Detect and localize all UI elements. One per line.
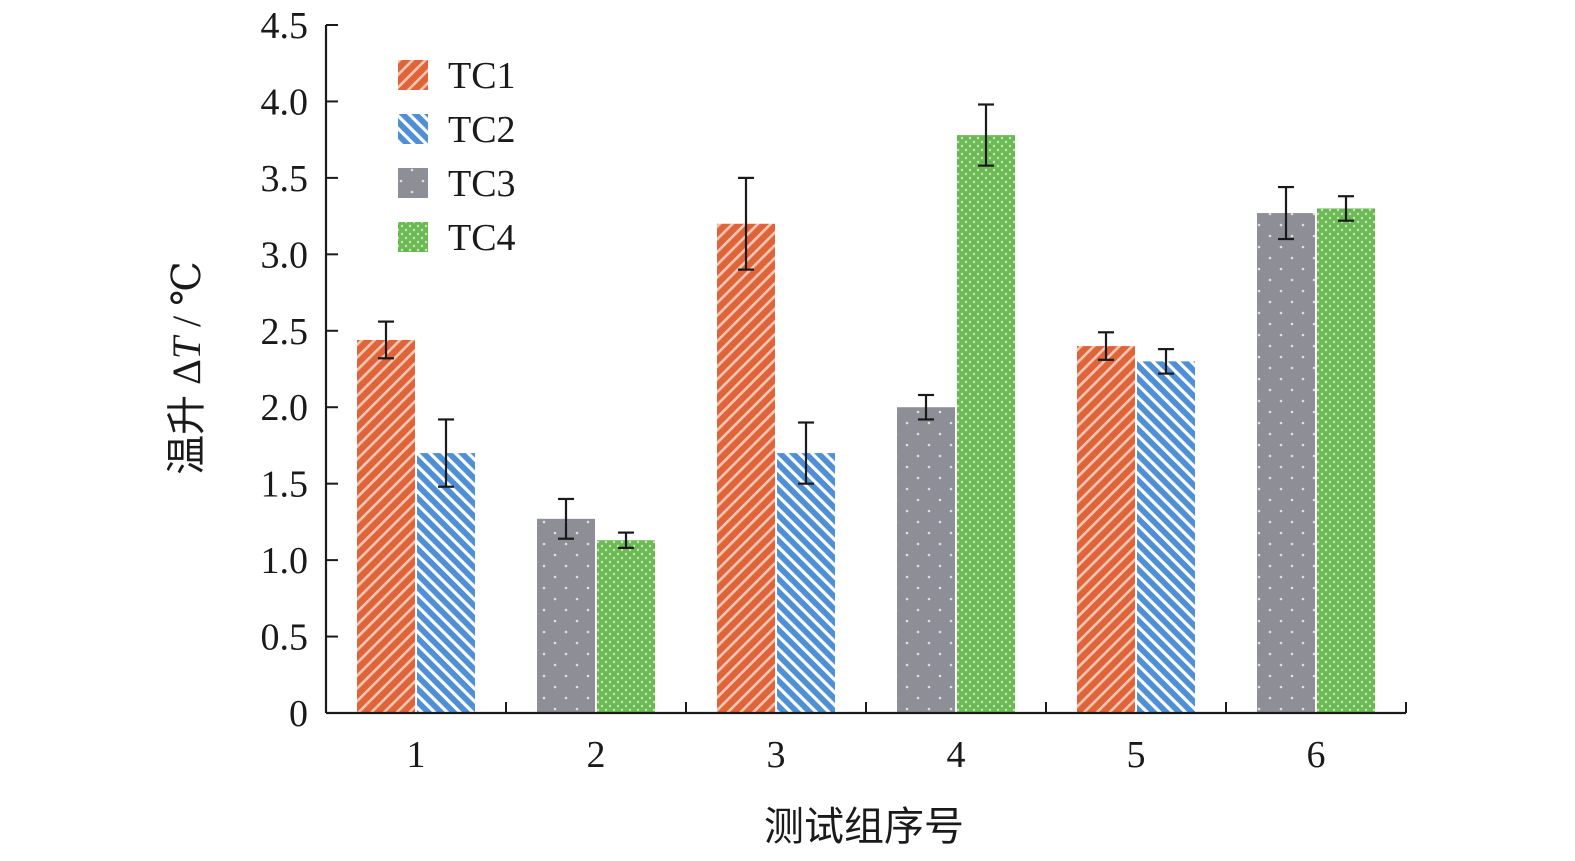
bar-tc2-group-5: [1137, 361, 1195, 713]
y-tick-label: 4.5: [261, 5, 309, 47]
x-tick-label: 5: [1127, 734, 1146, 776]
y-tick-label: 0.5: [261, 617, 309, 659]
y-tick-label: 4.0: [261, 81, 309, 123]
error-bar-tc4-group-4: [978, 103, 994, 167]
legend-label-tc2: TC2: [448, 109, 516, 151]
y-axis-title-prefix: 温升 Δ: [164, 359, 209, 475]
legend-item-tc2: TC2: [398, 109, 516, 151]
bars: [357, 135, 1375, 713]
y-tick-label: 2.0: [261, 387, 309, 429]
error-bar-tc3-group-6: [1278, 185, 1294, 241]
bar-tc3-group-2: [537, 518, 595, 713]
bar-tc1-group-3: [717, 223, 775, 713]
y-tick-label: 1.5: [261, 464, 309, 506]
error-bar-tc4-group-2: [618, 531, 634, 549]
legend-label-tc4: TC4: [448, 217, 516, 259]
x-tick-label: 1: [407, 734, 426, 776]
bar-tc3-group-6: [1257, 213, 1315, 713]
x-tick-label: 2: [587, 734, 606, 776]
legend-item-tc4: TC4: [398, 217, 516, 259]
legend-swatch-tc2: [398, 114, 428, 144]
legend-label-tc1: TC1: [448, 55, 516, 97]
legend: TC1 TC2 TC3 TC4: [398, 55, 516, 259]
error-bars: [378, 103, 1354, 549]
bar-tc4-group-2: [597, 540, 655, 713]
error-bar-tc2-group-3: [798, 421, 814, 485]
error-bar-tc1-group-5: [1098, 331, 1114, 361]
error-bar-tc3-group-4: [918, 393, 934, 421]
legend-label-tc3: TC3: [448, 163, 516, 205]
legend-swatch-tc4: [398, 222, 428, 252]
y-tick-label: 3.0: [261, 234, 309, 276]
bar-tc1-group-5: [1077, 346, 1135, 713]
error-bar-tc1-group-1: [378, 320, 394, 360]
y-tick-label: 0: [289, 693, 308, 735]
bar-tc4-group-6: [1317, 208, 1375, 713]
bar-tc3-group-4: [897, 407, 955, 713]
axes: 0 0.5 1.0 1.5 2.0 2.5 3.0 3.5 4.0 4.5 1 2 3 4 5 6: [261, 5, 1407, 776]
x-tick-label: 3: [767, 734, 786, 776]
error-bar-tc1-group-3: [738, 176, 754, 271]
x-axis-title: 测试组序号: [764, 804, 964, 849]
bar-tc2-group-1: [417, 453, 475, 713]
bar-tc1-group-1: [357, 339, 415, 713]
y-axis-title: 温升 ΔT / ℃: [164, 261, 209, 475]
legend-swatch-tc3: [398, 168, 428, 198]
x-tick-label: 4: [947, 734, 966, 776]
legend-swatch-tc1: [398, 60, 428, 90]
y-tick-label: 3.5: [261, 158, 309, 200]
y-axis-title-suffix: / ℃: [164, 261, 209, 337]
error-bar-tc2-group-5: [1158, 348, 1174, 375]
bar-tc2-group-3: [777, 453, 835, 713]
x-tick-label: 6: [1307, 734, 1326, 776]
y-axis-title-var: T: [164, 334, 209, 359]
error-bar-tc3-group-2: [558, 497, 574, 540]
legend-item-tc1: TC1: [398, 55, 516, 97]
legend-item-tc3: TC3: [398, 163, 516, 205]
error-bar-tc4-group-6: [1338, 195, 1354, 222]
y-tick-label: 2.5: [261, 311, 309, 353]
y-tick-label: 1.0: [261, 540, 309, 582]
bar-tc4-group-4: [957, 135, 1015, 713]
error-bar-tc2-group-1: [438, 418, 454, 488]
